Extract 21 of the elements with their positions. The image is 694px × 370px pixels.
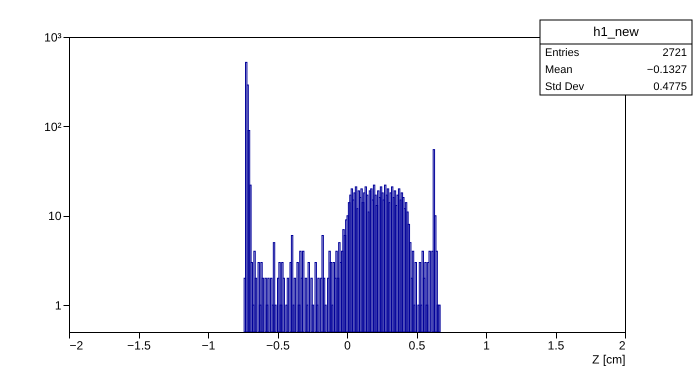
annotation: Std Dev — [545, 81, 585, 93]
x-tick-label: −2 — [70, 338, 84, 352]
y-tick-label: 10 — [48, 209, 62, 224]
x-axis-title: Z [cm] — [592, 352, 626, 366]
x-tick-label: −1.5 — [127, 338, 152, 352]
annotation: h1_new — [593, 24, 640, 39]
text: −0.1327 — [646, 64, 687, 76]
y-tick-label: 1 — [54, 298, 62, 313]
text: 0.4775 — [653, 81, 687, 93]
y-tick-label: 10³ — [44, 30, 62, 44]
annotation: Mean — [545, 64, 573, 76]
x-tick-label: 1 — [483, 338, 490, 352]
y-tick-label: 10² — [44, 120, 62, 134]
text: 2721 — [662, 47, 687, 59]
x-tick-label: 0.5 — [408, 338, 426, 352]
x-tick-label: 1.5 — [548, 338, 565, 352]
x-tick-label: −0.5 — [266, 338, 290, 352]
annotation: Entries — [545, 47, 580, 59]
x-tick-label: 0 — [344, 338, 352, 352]
x-tick-label: −1 — [202, 338, 216, 352]
x-tick-label: 2 — [618, 338, 626, 352]
